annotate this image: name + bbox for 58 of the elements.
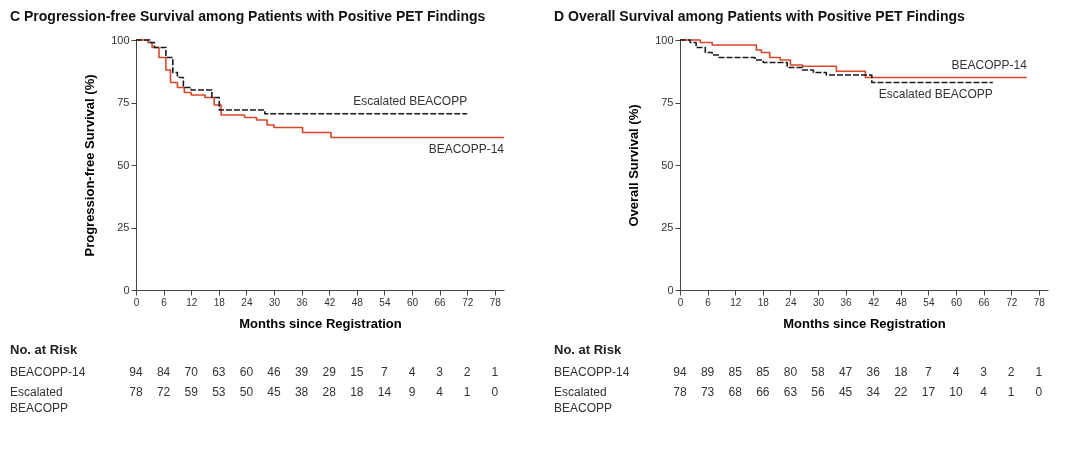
y-tick-label: 75 bbox=[117, 96, 130, 108]
series-label: Escalated BEACOPP bbox=[878, 86, 993, 101]
text: No. at Risk bbox=[554, 342, 622, 357]
y-tick-label: 75 bbox=[661, 96, 674, 108]
text: 78 72 59 53 50 45 38 28 18 14 9 4 1 0 bbox=[129, 384, 499, 399]
x-tick-label: 12 bbox=[730, 296, 742, 308]
y-tick-label: 0 bbox=[667, 283, 674, 296]
x-tick-label: 42 bbox=[324, 296, 336, 308]
x-tick-label: 18 bbox=[213, 296, 226, 308]
series-label: BEACOPP-14 bbox=[951, 57, 1028, 72]
text: 78 73 68 66 63 56 45 34 22 17 10 4 1 0 bbox=[673, 384, 1043, 399]
y-tick-label: 25 bbox=[661, 221, 674, 233]
y-axis-title: Overall Survival (%) bbox=[626, 104, 642, 227]
x-axis-title: Months since Registration bbox=[783, 315, 946, 331]
x-tick-label: 18 bbox=[757, 296, 770, 308]
x-tick-label: 30 bbox=[268, 296, 281, 308]
y-tick-label: 0 bbox=[123, 283, 130, 296]
chart-title: C Progression-free Survival among Patients with Positive PET Findings bbox=[10, 8, 486, 24]
x-tick-label: 66 bbox=[978, 296, 991, 308]
y-axis-title: Progression-free Survival (%) bbox=[82, 74, 98, 257]
chart-title: D Overall Survival among Patients with Positive PET Findings bbox=[554, 8, 965, 24]
text: Escalated BEACOPP bbox=[554, 384, 613, 415]
x-tick-label: 60 bbox=[950, 296, 963, 308]
x-tick-label: 54 bbox=[379, 296, 391, 308]
x-tick-label: 36 bbox=[296, 296, 309, 308]
x-tick-label: 66 bbox=[434, 296, 447, 308]
y-tick-label: 50 bbox=[117, 158, 130, 171]
x-tick-label: 42 bbox=[868, 296, 880, 308]
y-tick-label: 100 bbox=[111, 33, 130, 46]
x-tick-label: 72 bbox=[1006, 296, 1018, 308]
x-tick-label: 54 bbox=[923, 296, 935, 308]
x-tick-label: 24 bbox=[785, 296, 797, 308]
x-tick-label: 30 bbox=[812, 296, 825, 308]
x-tick-label: 72 bbox=[462, 296, 474, 308]
text: 94 89 85 85 80 58 47 36 18 7 4 3 2 1 bbox=[673, 365, 1043, 380]
text: Escalated BEACOPP bbox=[10, 384, 69, 415]
x-tick-label: 60 bbox=[406, 296, 419, 308]
x-tick-label: 12 bbox=[186, 296, 198, 308]
text: BEACOPP-14 bbox=[10, 365, 86, 380]
series-label: Escalated BEACOPP bbox=[353, 93, 468, 108]
x-axis-title: Months since Registration bbox=[239, 315, 402, 331]
y-tick-label: 25 bbox=[117, 221, 130, 233]
x-tick-label: 48 bbox=[895, 296, 908, 308]
x-tick-label: 48 bbox=[351, 296, 364, 308]
x-tick-label: 6 bbox=[161, 296, 168, 308]
text: No. at Risk bbox=[10, 342, 78, 357]
x-tick-label: 24 bbox=[241, 296, 253, 308]
x-tick-label: 36 bbox=[840, 296, 853, 308]
x-tick-label: 0 bbox=[677, 296, 684, 308]
x-tick-label: 6 bbox=[705, 296, 712, 308]
text: BEACOPP-14 bbox=[554, 365, 630, 380]
series-label: BEACOPP-14 bbox=[428, 141, 505, 156]
x-tick-label: 78 bbox=[1033, 296, 1046, 308]
x-tick-label: 78 bbox=[489, 296, 502, 308]
text: 94 84 70 63 60 46 39 29 15 7 4 3 2 1 bbox=[129, 365, 499, 380]
y-tick-label: 50 bbox=[661, 158, 674, 171]
y-tick-label: 100 bbox=[655, 33, 674, 46]
x-tick-label: 0 bbox=[133, 296, 140, 308]
